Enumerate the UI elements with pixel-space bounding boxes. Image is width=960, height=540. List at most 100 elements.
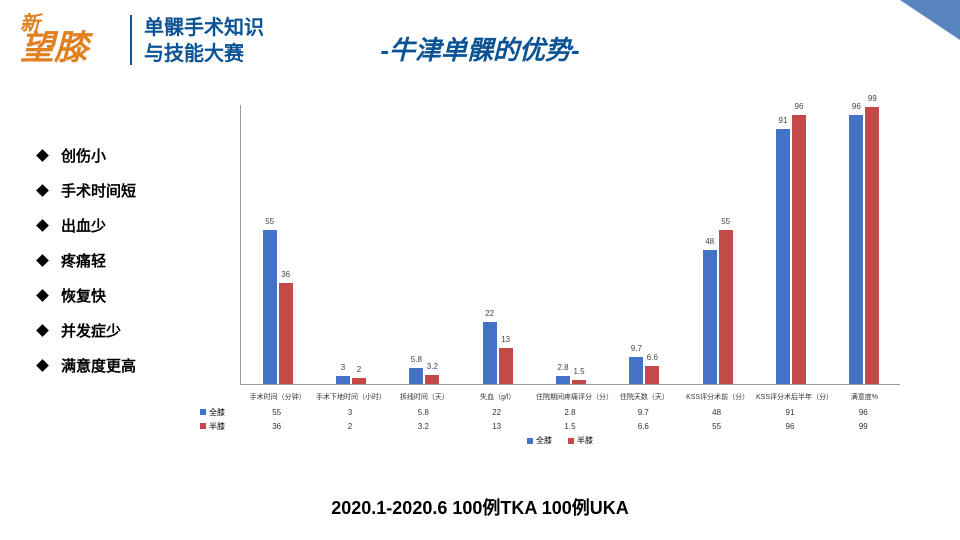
bar-value-label: 9.7 [631, 344, 642, 353]
corner-decoration [900, 0, 960, 40]
bullet-text: 疼痛轻 [61, 250, 106, 271]
bar-series-b: 2 [352, 378, 366, 384]
category-label: 满意度% [829, 392, 899, 402]
bar-value-label: 96 [795, 102, 804, 111]
bullet-item: 创伤小 [38, 145, 136, 166]
diamond-icon [36, 289, 49, 302]
category-label: 住院天数（天） [609, 392, 679, 402]
bar-group: 9699满意度% [847, 107, 881, 384]
plot-area: 5536手术时间（分钟）32手术下地时间（小时）5.83.2拆线时间（天）221… [240, 105, 900, 385]
subtitle-line: 与技能大赛 [144, 41, 264, 67]
bar-value-label: 36 [281, 270, 290, 279]
table-cell: 5.8 [387, 408, 460, 417]
bar-series-b: 1.5 [572, 380, 586, 384]
table-cell: 1.5 [533, 422, 606, 431]
bar-series-b: 3.2 [425, 375, 439, 384]
diamond-icon [36, 184, 49, 197]
bar-series-a: 9.7 [629, 357, 643, 384]
bullet-text: 并发症少 [61, 320, 121, 341]
table-row: 全膝5535.8222.89.7489196 [200, 405, 900, 419]
bar-value-label: 5.8 [411, 355, 422, 364]
table-cell: 3.2 [387, 422, 460, 431]
legend-item: 半膝 [568, 435, 593, 446]
table-cell: 6.6 [607, 422, 680, 431]
bar-group: 4855KSS评分术前（分） [701, 230, 735, 384]
bar-value-label: 91 [779, 116, 788, 125]
bar-series-b: 55 [719, 230, 733, 384]
logo: 新 望膝 [20, 15, 110, 65]
bar-value-label: 1.5 [573, 367, 584, 376]
table-cell: 48 [680, 408, 753, 417]
bar-series-a: 55 [263, 230, 277, 384]
table-cell: 96 [827, 408, 900, 417]
bullet-item: 出血少 [38, 215, 136, 236]
category-label: 失血（g/l） [463, 392, 533, 402]
subtitle-line: 单髁手术知识 [144, 15, 264, 41]
bar-series-a: 22 [483, 322, 497, 384]
bullet-text: 创伤小 [61, 145, 106, 166]
bar-series-a: 3 [336, 376, 350, 384]
legend-swatch-icon [200, 409, 206, 415]
table-cell: 99 [827, 422, 900, 431]
bar-value-label: 6.6 [647, 353, 658, 362]
bar-value-label: 22 [485, 309, 494, 318]
bullet-text: 出血少 [61, 215, 106, 236]
bar-series-a: 96 [849, 115, 863, 384]
chart-title: -牛津单髁的优势- [380, 30, 579, 67]
table-cell: 91 [753, 408, 826, 417]
bar-group: 5536手术时间（分钟） [261, 230, 295, 384]
table-cell: 36 [240, 422, 313, 431]
bar-value-label: 55 [721, 217, 730, 226]
table-row: 半膝3623.2131.56.6559699 [200, 419, 900, 433]
row-label: 半膝 [200, 421, 240, 432]
bar-value-label: 55 [265, 217, 274, 226]
legend-swatch-icon [527, 438, 533, 444]
logo-char: 望膝 [20, 33, 88, 64]
diamond-icon [36, 324, 49, 337]
bar-series-b: 13 [499, 348, 513, 384]
bar-series-b: 6.6 [645, 366, 659, 384]
bullet-item: 手术时间短 [38, 180, 136, 201]
series-name: 半膝 [209, 421, 225, 432]
category-label: 住院期间疼痛评分（分） [536, 392, 606, 402]
category-label: KSS评分术后半年（分） [756, 392, 826, 402]
legend-text: 全膝 [536, 435, 552, 446]
bar-group: 2.81.5住院期间疼痛评分（分） [554, 376, 588, 384]
table-cell: 9.7 [607, 408, 680, 417]
bullet-item: 满意度更高 [38, 355, 136, 376]
category-label: KSS评分术前（分） [683, 392, 753, 402]
header-subtitle: 单髁手术知识 与技能大赛 [144, 15, 264, 67]
table-cell: 2 [313, 422, 386, 431]
bullet-item: 并发症少 [38, 320, 136, 341]
bar-value-label: 3.2 [427, 362, 438, 371]
table-cell: 13 [460, 422, 533, 431]
bullet-item: 疼痛轻 [38, 250, 136, 271]
bar-series-a: 48 [703, 250, 717, 384]
diamond-icon [36, 254, 49, 267]
legend-item: 全膝 [527, 435, 552, 446]
bar-series-a: 91 [776, 129, 790, 384]
data-table: 全膝5535.8222.89.7489196 半膝 3623.2131.56.655… [200, 405, 900, 433]
bullet-text: 满意度更高 [61, 355, 136, 376]
bar-series-a: 5.8 [409, 368, 423, 384]
header-divider [130, 15, 132, 65]
table-cell: 2.8 [533, 408, 606, 417]
bar-series-b: 36 [279, 283, 293, 384]
bar-group: 32手术下地时间（小时） [334, 376, 368, 384]
bar-series-a: 2.8 [556, 376, 570, 384]
caption: 2020.1-2020.6 100例TKA 100例UKA [331, 494, 629, 520]
category-label: 手术时间（分钟） [243, 392, 313, 402]
bar-series-b: 96 [792, 115, 806, 384]
table-cell: 55 [680, 422, 753, 431]
bullet-list: 创伤小手术时间短出血少疼痛轻恢复快并发症少满意度更高 [38, 145, 136, 390]
bar-group: 2213失血（g/l） [481, 322, 515, 384]
bar-group: 9.76.6住院天数（天） [627, 357, 661, 384]
legend-text: 半膝 [577, 435, 593, 446]
chart-legend: 全膝 半膝 [519, 435, 601, 446]
diamond-icon [36, 149, 49, 162]
comparison-chart: 5536手术时间（分钟）32手术下地时间（小时）5.83.2拆线时间（天）221… [200, 95, 920, 455]
series-name: 全膝 [209, 407, 225, 418]
bar-value-label: 13 [501, 335, 510, 344]
bar-value-label: 2.8 [557, 363, 568, 372]
diamond-icon [36, 359, 49, 372]
